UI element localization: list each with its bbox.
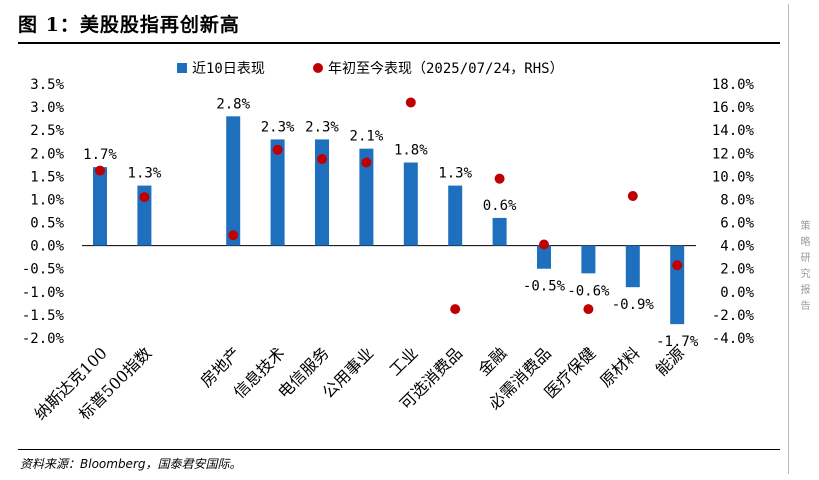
bar [270, 139, 285, 246]
right-tick-label: 2.0% [720, 262, 754, 278]
dot-point [139, 192, 150, 203]
bar-value-label: 0.6% [483, 198, 517, 214]
left-tick-label: 1.5% [30, 169, 64, 185]
bar [403, 162, 418, 246]
bar [625, 245, 640, 288]
dot-point [627, 190, 638, 201]
dot-point [317, 154, 327, 165]
bar-value-label: -0.5% [523, 279, 566, 295]
dot-point [672, 260, 683, 271]
right-tick-label: 6.0% [720, 216, 754, 232]
side-divider [788, 4, 789, 474]
bar-value-label: 2.3% [261, 119, 295, 135]
source-note: 资料来源：Bloomberg，国泰君安国际。 [20, 457, 242, 471]
dot-series [95, 97, 683, 315]
bar-value-label: 2.1% [350, 129, 384, 145]
page-title: 图 1：美股股指再创新高 [18, 14, 240, 36]
left-tick-label: -1.5% [22, 308, 65, 324]
category-label: 金融 [474, 343, 510, 379]
left-tick-label: 1.0% [30, 192, 64, 208]
legend-bar-swatch [177, 63, 187, 73]
bar-value-label: 1.3% [438, 166, 472, 182]
right-tick-label: 18.0% [712, 77, 755, 93]
bar [492, 217, 507, 246]
bar [226, 116, 241, 246]
right-tick-label: 8.0% [720, 192, 754, 208]
bar [581, 245, 596, 274]
bar [93, 167, 107, 246]
right-axis: 18.0% 16.0% 14.0% 12.0% 10.0% 8.0% 6.0% 4.0% 2.0… [712, 77, 755, 347]
right-tick-label: -2.0% [712, 308, 755, 324]
right-tick-label: 4.0% [720, 239, 754, 255]
left-tick-label: 2.5% [30, 123, 64, 139]
bar [359, 148, 374, 246]
bar [670, 245, 685, 325]
chart: 近10日表现 年初至今表现（2025/07/24，RHS） 3.5% 3.0% 2.… [22, 60, 755, 424]
legend: 近10日表现 年初至今表现（2025/07/24，RHS） [177, 60, 564, 77]
bar-value-labels: 1.7% 1.3% 2.8% 2.3% 2.3% 2.1% 1.8% 1.3% 0.6% -0.5… [83, 96, 699, 350]
dot-point [539, 239, 549, 250]
legend-dot-label: 年初至今表现（2025/07/24，RHS） [328, 60, 564, 77]
right-tick-label: 14.0% [712, 123, 755, 139]
left-tick-label: -0.5% [22, 262, 65, 278]
left-tick-label: -2.0% [22, 331, 65, 347]
dot-point [405, 97, 416, 108]
right-tick-label: -4.0% [712, 331, 755, 347]
left-axis: 3.5% 3.0% 2.5% 2.0% 1.5% 1.0% 0.5% 0.0% -0.5% -1.… [22, 77, 65, 347]
left-tick-label: 2.0% [30, 146, 64, 162]
bar-value-label: 1.8% [394, 143, 428, 159]
bar-value-label: 1.7% [83, 147, 117, 163]
footer-divider [18, 449, 780, 450]
legend-dot-swatch [313, 63, 323, 73]
dot-point [494, 173, 505, 184]
bar-value-label: 2.3% [305, 119, 339, 135]
dot-point [583, 304, 594, 315]
dot-point [95, 165, 105, 176]
bar-value-label: 1.3% [128, 166, 162, 182]
bar [315, 139, 329, 246]
dot-point [228, 230, 239, 241]
legend-bar-label: 近10日表现 [192, 61, 265, 77]
side-label: 策略研究报告 [798, 220, 809, 316]
bar-value-label: -0.9% [612, 297, 655, 313]
left-tick-label: -1.0% [22, 285, 65, 301]
left-tick-label: 3.0% [30, 100, 64, 116]
category-label: 原材料 [596, 343, 643, 390]
bar-value-label: 2.8% [216, 96, 250, 112]
left-tick-label: 0.0% [30, 239, 64, 255]
bar-value-label: -0.6% [567, 283, 610, 299]
left-tick-label: 0.5% [30, 216, 64, 232]
dot-point [450, 304, 461, 315]
left-tick-label: 3.5% [30, 77, 64, 93]
bar-value-label: -1.7% [656, 334, 699, 350]
right-tick-label: 12.0% [712, 146, 755, 162]
dot-point [272, 144, 283, 155]
category-label: 工业 [386, 343, 422, 379]
dot-point [361, 157, 372, 168]
bar [448, 185, 463, 246]
bar [537, 245, 551, 269]
right-tick-label: 10.0% [712, 169, 755, 185]
right-tick-label: 0.0% [720, 285, 754, 301]
right-tick-label: 16.0% [712, 100, 755, 116]
title-divider [18, 42, 780, 44]
